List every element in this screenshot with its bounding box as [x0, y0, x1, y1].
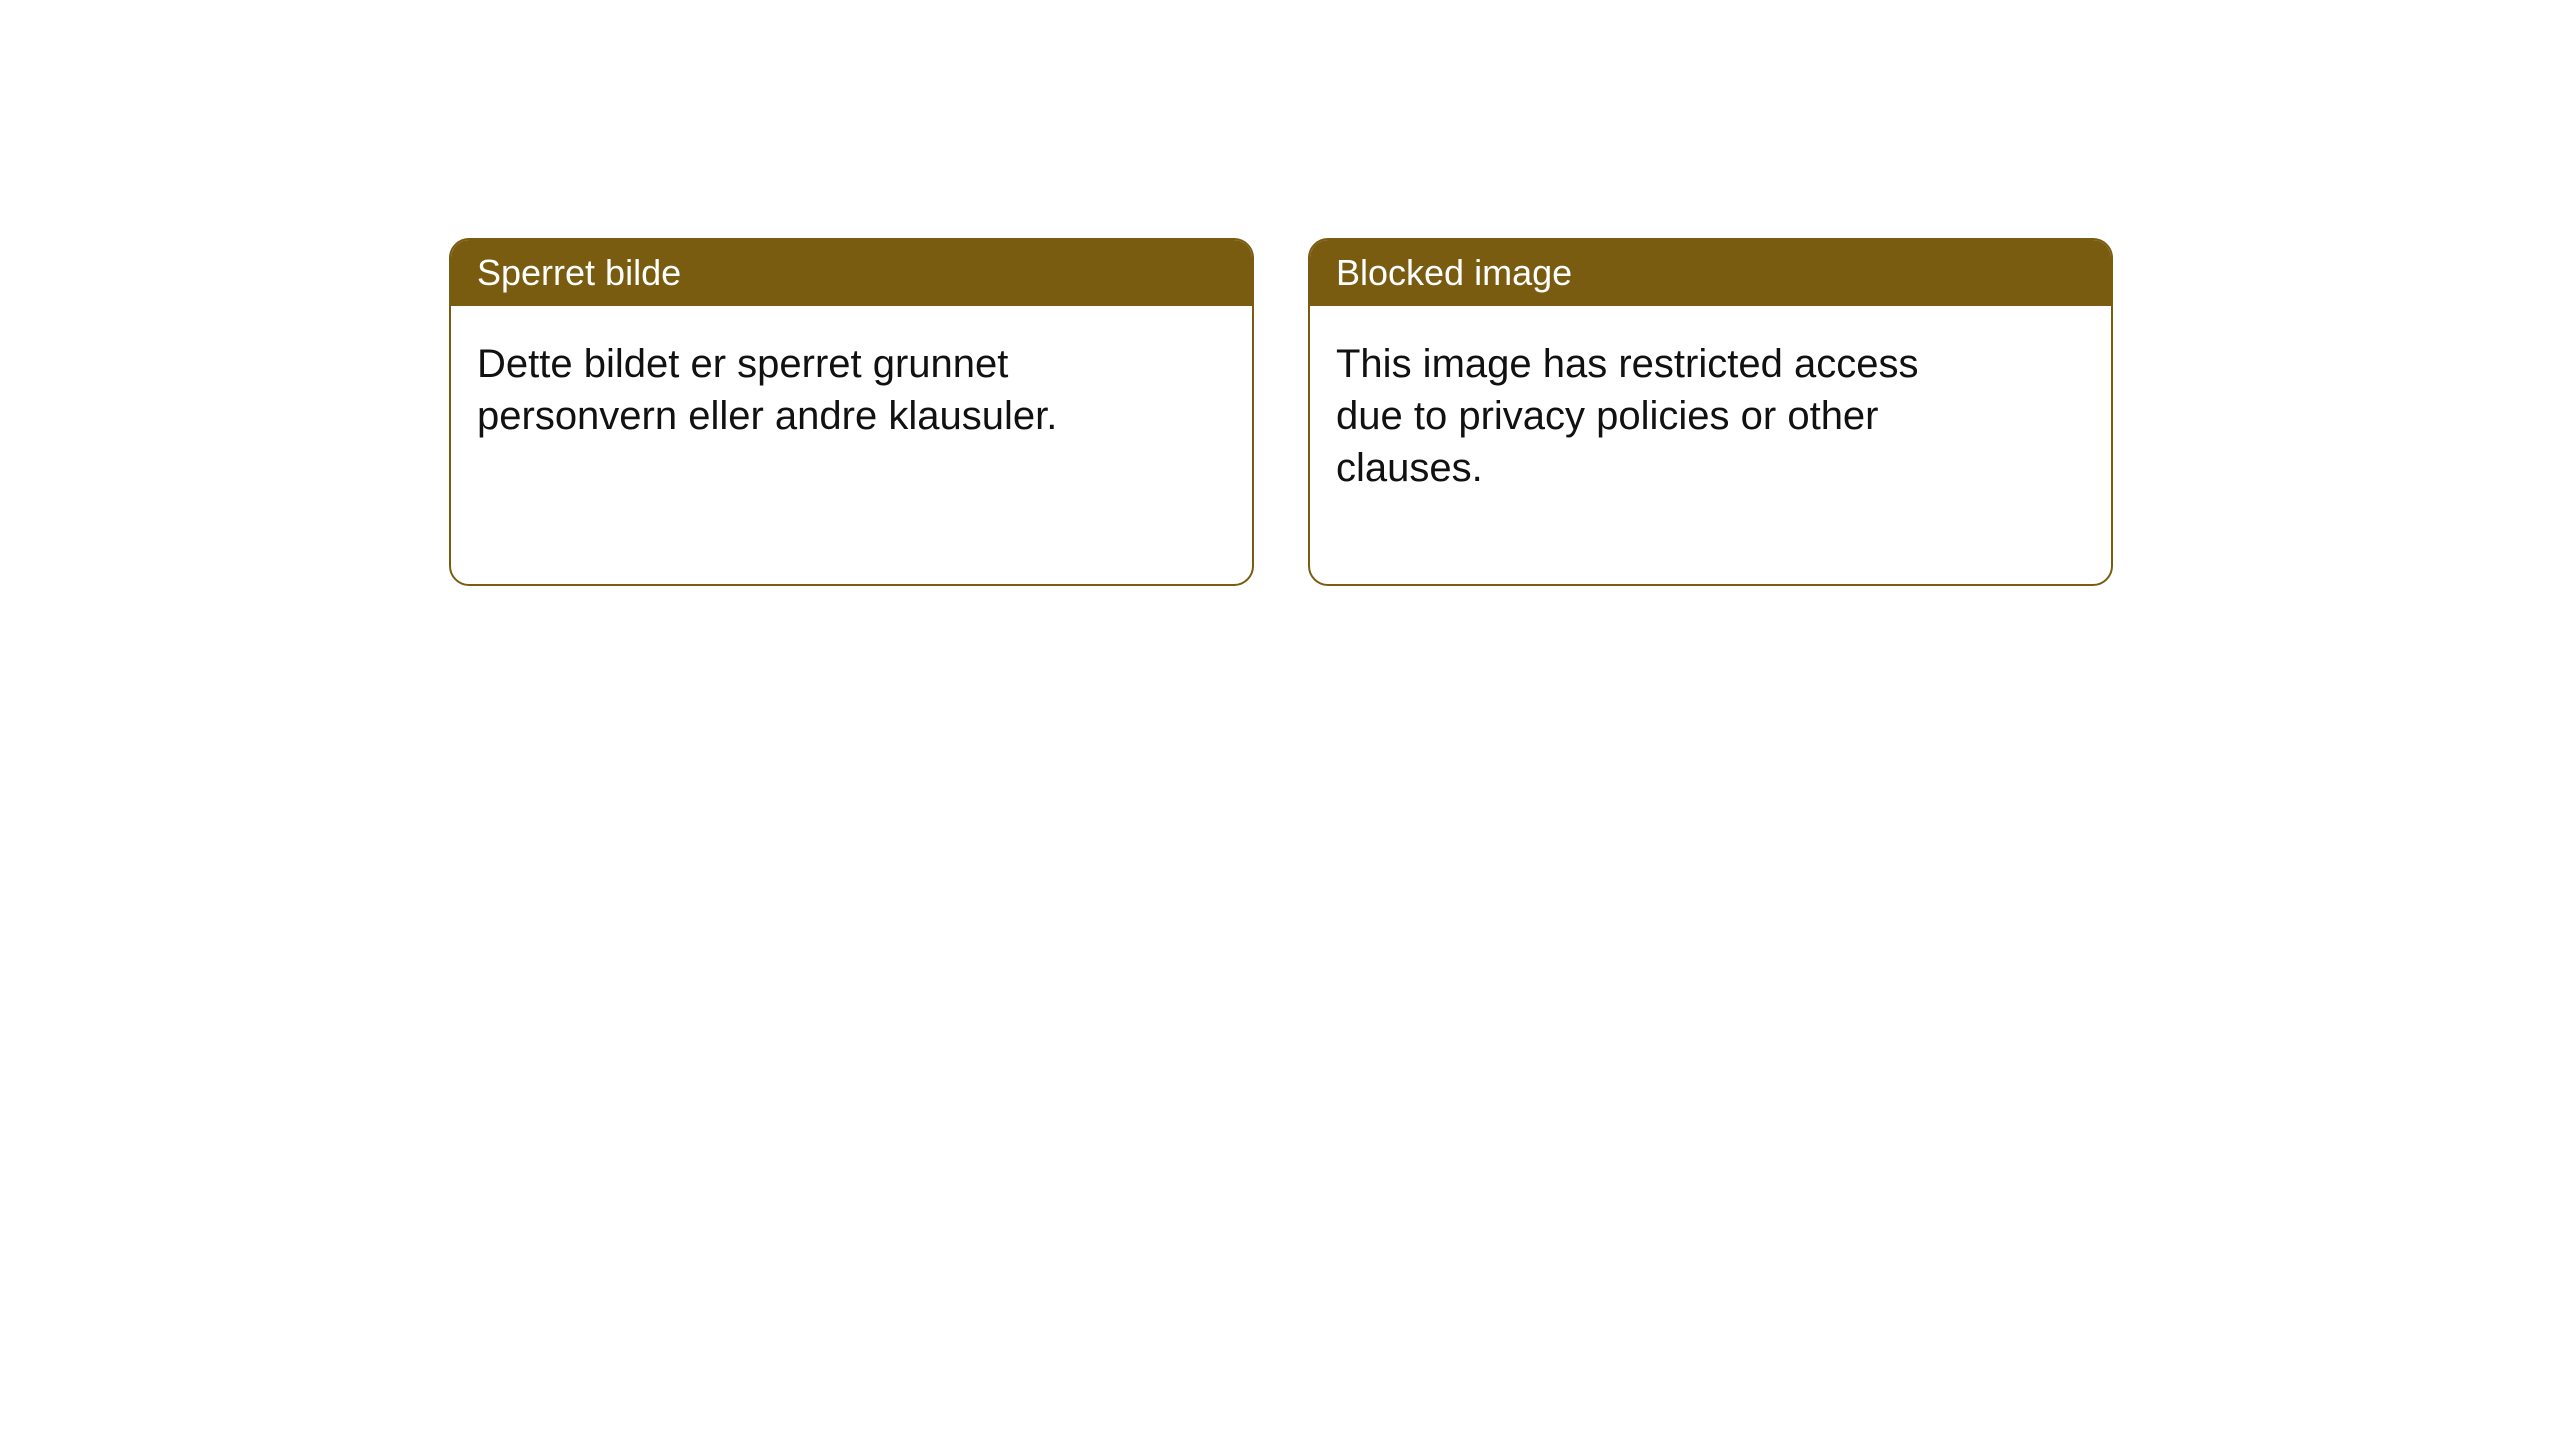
notice-card-header: Blocked image	[1310, 240, 2111, 306]
notice-card-body: Dette bildet er sperret grunnet personve…	[451, 306, 1151, 532]
notice-card-en: Blocked image This image has restricted …	[1308, 238, 2113, 586]
notice-card-header: Sperret bilde	[451, 240, 1252, 306]
notice-cards-row: Sperret bilde Dette bildet er sperret gr…	[0, 0, 2560, 586]
notice-card-no: Sperret bilde Dette bildet er sperret gr…	[449, 238, 1254, 586]
notice-card-body: This image has restricted access due to …	[1310, 306, 2010, 584]
